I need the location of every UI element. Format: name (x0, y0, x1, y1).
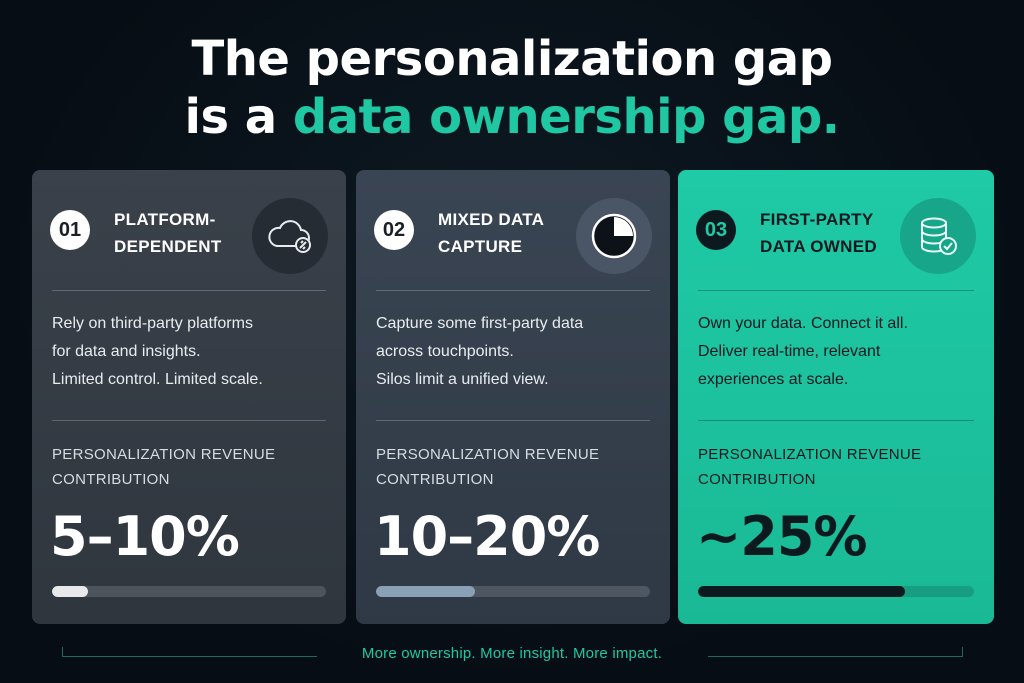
metric-label: PERSONALIZATION REVENUE CONTRIBUTION (52, 442, 312, 492)
description-line: Silos limit a unified view. (376, 371, 549, 388)
metric-label-line1: PERSONALIZATION REVENUE (52, 446, 276, 463)
card-description: Own your data. Connect it all. Deliver r… (698, 310, 978, 394)
description-line: Capture some first-party data (376, 315, 584, 332)
description-line: Limited control. Limited scale. (52, 371, 263, 388)
divider (698, 420, 974, 421)
footer-line-left (62, 656, 317, 657)
divider (52, 420, 326, 421)
footer-bracket-left (62, 647, 63, 657)
divider (376, 420, 650, 421)
card-title-line1: MIXED DATA (438, 210, 545, 229)
headline-line2-accent: data ownership gap. (292, 89, 840, 145)
card-platform-dependent: 01 PLATFORM- DEPENDENT Rely on third-par… (32, 170, 346, 624)
metric-value: ~25% (696, 505, 867, 568)
card-title-line2: DEPENDENT (114, 237, 222, 256)
description-line: experiences at scale. (698, 371, 849, 388)
card-description: Capture some first-party data across tou… (376, 310, 654, 394)
progress-bar (376, 586, 650, 597)
card-number: 02 (374, 210, 414, 250)
divider (698, 290, 974, 291)
card-number: 01 (50, 210, 90, 250)
metric-value: 10–20% (374, 505, 600, 568)
headline-line1: The personalization gap (191, 31, 833, 87)
card-number: 03 (696, 210, 736, 250)
description-line: Rely on third-party platforms (52, 315, 253, 332)
metric-label-line1: PERSONALIZATION REVENUE (698, 446, 922, 463)
card-title: FIRST-PARTY DATA OWNED (760, 206, 890, 260)
metric-label-line1: PERSONALIZATION REVENUE (376, 446, 600, 463)
metric-label-line2: CONTRIBUTION (698, 471, 816, 488)
database-check-icon (900, 198, 976, 274)
metric-value: 5–10% (50, 505, 240, 568)
card-description: Rely on third-party platforms for data a… (52, 310, 330, 394)
description-line: across touchpoints. (376, 343, 514, 360)
description-line: Deliver real-time, relevant (698, 343, 881, 360)
card-title-line2: CAPTURE (438, 237, 523, 256)
card-first-party-data-owned: 03 FIRST-PARTY DATA OWNED Own your data.… (678, 170, 994, 624)
divider (376, 290, 650, 291)
description-line: Own your data. Connect it all. (698, 315, 908, 332)
card-mixed-data-capture: 02 MIXED DATA CAPTURE Capture some first… (356, 170, 670, 624)
progress-fill (52, 586, 88, 597)
progress-bar (52, 586, 326, 597)
cloud-link-icon (252, 198, 328, 274)
headline-line2-prefix: is a (184, 89, 278, 145)
footer-tagline: More ownership. More insight. More impac… (361, 645, 663, 662)
headline: The personalization gap is a data owners… (0, 30, 1024, 146)
card-title-line1: PLATFORM- (114, 210, 216, 229)
progress-fill (698, 586, 905, 597)
card-title-line2: DATA OWNED (760, 237, 877, 256)
metric-label-line2: CONTRIBUTION (376, 471, 494, 488)
card-title: MIXED DATA CAPTURE (438, 206, 568, 260)
footer-line-right (708, 656, 963, 657)
metric-label: PERSONALIZATION REVENUE CONTRIBUTION (376, 442, 636, 492)
metric-label: PERSONALIZATION REVENUE CONTRIBUTION (698, 442, 958, 492)
description-line: for data and insights. (52, 343, 201, 360)
card-title: PLATFORM- DEPENDENT (114, 206, 244, 260)
card-title-line1: FIRST-PARTY (760, 210, 874, 229)
metric-label-line2: CONTRIBUTION (52, 471, 170, 488)
footer-bracket-right (962, 647, 963, 657)
progress-fill (376, 586, 475, 597)
divider (52, 290, 326, 291)
pie-chart-icon (576, 198, 652, 274)
progress-bar (698, 586, 974, 597)
